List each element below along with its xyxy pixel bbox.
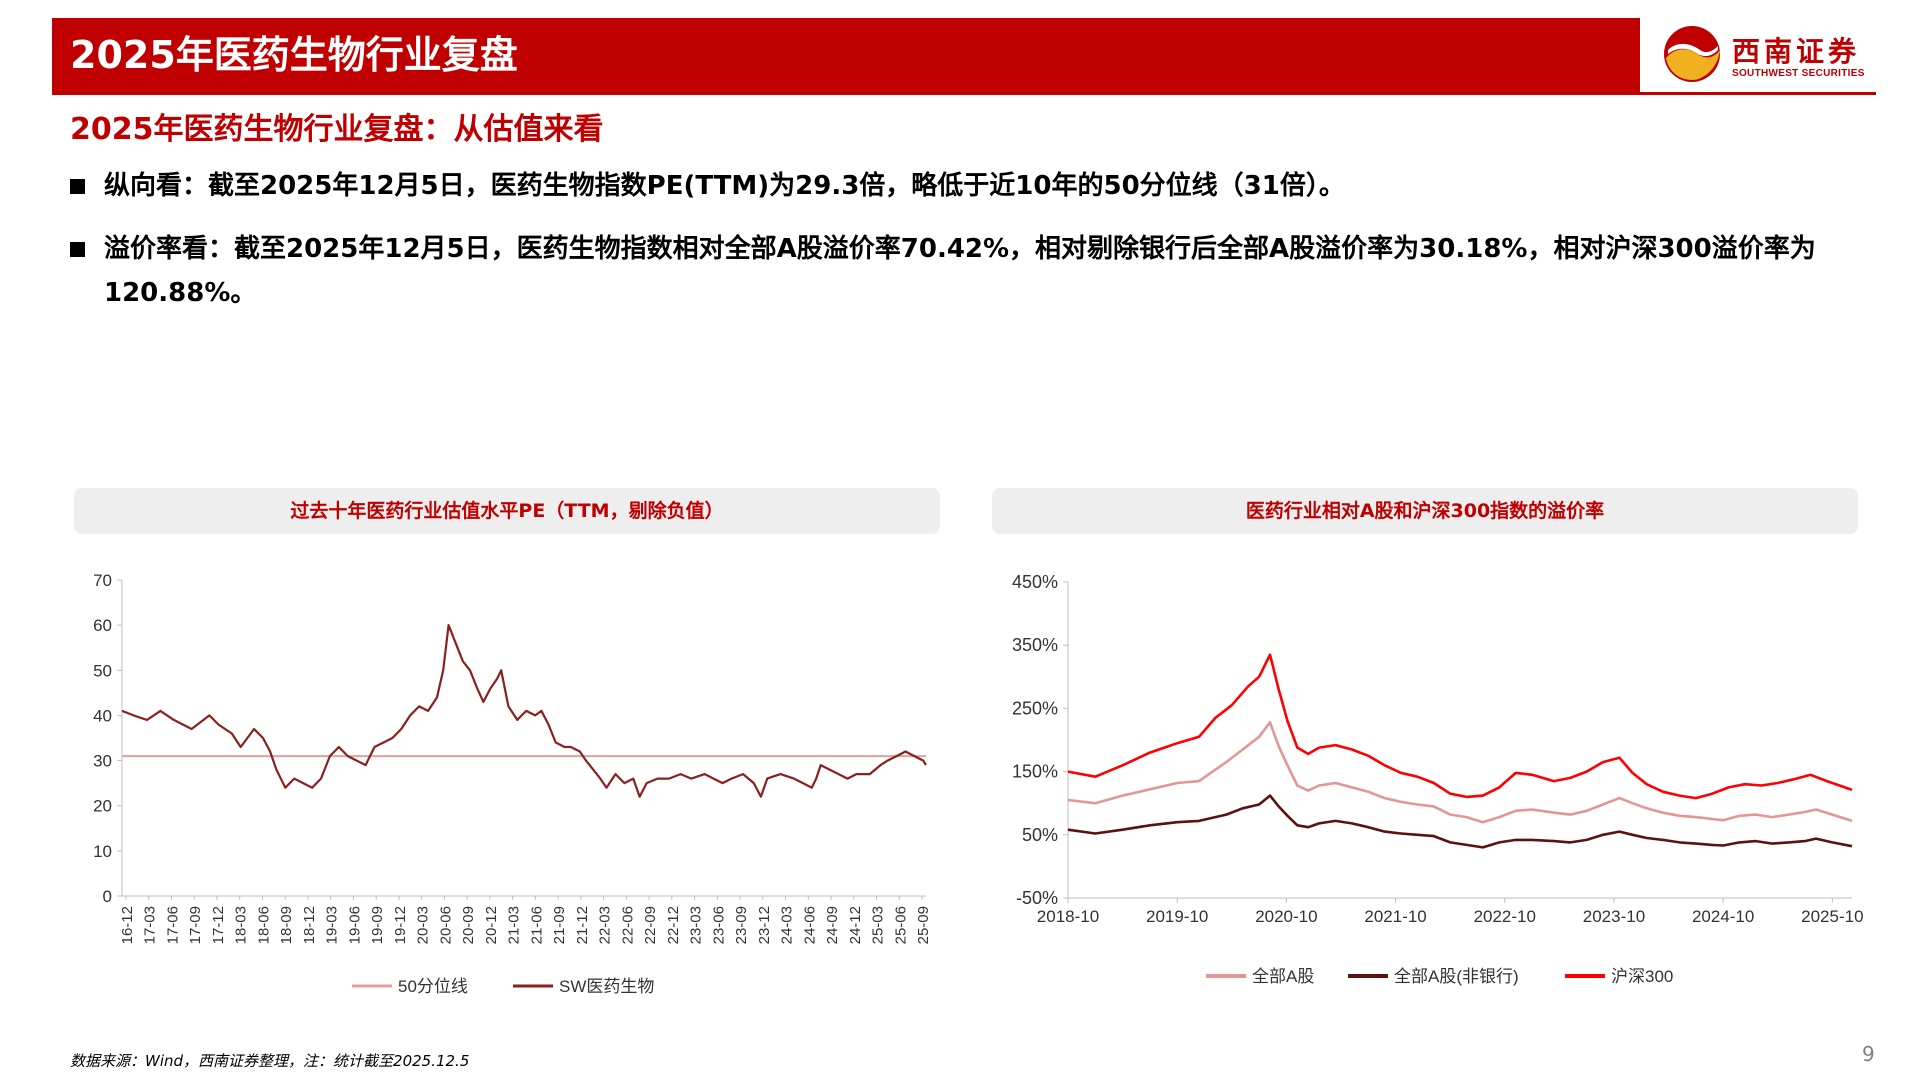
x-tick-label: 23-09: [733, 906, 750, 944]
series-line: [1067, 721, 1853, 824]
legend-label: SW医药生物: [559, 977, 654, 996]
x-tick-label: 18-09: [278, 906, 295, 944]
x-tick-label: 2025-10: [1801, 907, 1863, 926]
bullet-square-icon: [70, 179, 85, 194]
x-tick-label: 19-03: [324, 906, 341, 944]
x-tick-label: 23-03: [688, 906, 705, 944]
y-tick-label: 250%: [1012, 698, 1058, 718]
x-tick-label: 22-12: [665, 906, 682, 944]
x-tick-label: 2019-10: [1146, 907, 1208, 926]
y-tick-label: 20: [93, 797, 112, 816]
x-tick-label: 23-06: [710, 906, 727, 944]
bullet-item-vertical: 纵向看：截至2025年12月5日，医药生物指数PE(TTM)为29.3倍，略低于…: [70, 164, 1870, 208]
x-tick-label: 2020-10: [1255, 907, 1317, 926]
x-tick-label: 2021-10: [1364, 907, 1426, 926]
x-tick-label: 18-06: [255, 906, 272, 944]
y-tick-label: -50%: [1016, 888, 1058, 908]
y-tick-label: 60: [93, 616, 112, 635]
series-line: [1067, 794, 1853, 849]
x-tick-label: 17-03: [142, 906, 159, 944]
header-bar: [52, 18, 1640, 92]
x-tick-label: 17-12: [210, 906, 227, 944]
section-subtitle: 2025年医药生物行业复盘：从估值来看: [70, 112, 604, 147]
bullet-text: 纵向看：截至2025年12月5日，医药生物指数PE(TTM)为29.3倍，略低于…: [104, 171, 1345, 201]
x-tick-label: 19-06: [346, 906, 363, 944]
bullet-item-premium: 溢价率看：截至2025年12月5日，医药生物指数相对全部A股溢价率70.42%，…: [70, 227, 1870, 315]
x-tick-label: 19-12: [392, 906, 409, 944]
y-tick-label: 50%: [1022, 825, 1058, 845]
x-tick-label: 2018-10: [1037, 907, 1099, 926]
y-tick-label: 350%: [1012, 635, 1058, 655]
y-tick-label: 450%: [1012, 572, 1058, 592]
x-tick-label: 24-12: [847, 906, 864, 944]
x-tick-label: 20-09: [460, 906, 477, 944]
x-tick-label: 20-03: [415, 906, 432, 944]
x-tick-label: 22-03: [597, 906, 614, 944]
bullet-text: 溢价率看：截至2025年12月5日，医药生物指数相对全部A股溢价率70.42%，…: [104, 234, 1816, 308]
x-tick-label: 18-12: [301, 906, 318, 944]
page-number: 9: [1862, 1042, 1875, 1066]
legend-label: 50分位线: [398, 977, 468, 996]
x-tick-label: 24-06: [801, 906, 818, 944]
logo-emblem-icon: [1664, 26, 1720, 82]
x-tick-label: 21-09: [551, 906, 568, 944]
legend-label: 全部A股: [1252, 967, 1314, 986]
header-underline: [52, 92, 1876, 95]
x-tick-label: 23-12: [756, 906, 773, 944]
legend-label: 沪深300: [1611, 967, 1673, 986]
x-tick-label: 20-06: [437, 906, 454, 944]
y-tick-label: 70: [93, 571, 112, 590]
x-tick-label: 2024-10: [1692, 907, 1754, 926]
series-line: [1067, 653, 1853, 800]
bullet-square-icon: [70, 242, 85, 257]
x-tick-label: 18-03: [233, 906, 250, 944]
page-title: 2025年医药生物行业复盘: [70, 33, 518, 77]
x-tick-label: 2023-10: [1583, 907, 1645, 926]
legend-label: 全部A股(非银行): [1394, 967, 1519, 986]
y-tick-label: 150%: [1012, 762, 1058, 782]
x-tick-label: 17-06: [164, 906, 181, 944]
x-tick-label: 25-06: [892, 906, 909, 944]
y-tick-label: 40: [93, 706, 112, 725]
x-tick-label: 25-09: [915, 906, 932, 944]
pe-line-chart: 0 10 20 30 40 50 60 70 16-12 17-03 17-06 17-09 17-12…: [93, 571, 932, 996]
x-tick-label: 24-03: [779, 906, 796, 944]
y-tick-label: 50: [93, 661, 112, 680]
x-tick-label: 25-03: [870, 906, 887, 944]
chart-title-pe: 过去十年医药行业估值水平PE（TTM，剔除负值）: [74, 488, 940, 534]
x-tick-label: 24-09: [824, 906, 841, 944]
x-tick-label: 17-09: [187, 906, 204, 944]
x-tick-label: 16-12: [119, 906, 136, 944]
x-tick-label: 2022-10: [1474, 907, 1536, 926]
y-tick-label: 0: [103, 887, 112, 906]
x-tick-label: 22-09: [642, 906, 659, 944]
y-tick-label: 30: [93, 752, 112, 771]
chart-title-premium: 医药行业相对A股和沪深300指数的溢价率: [992, 488, 1858, 534]
x-tick-label: 20-12: [483, 906, 500, 944]
footer-source-note: 数据来源：Wind，西南证券整理，注：统计截至2025.12.5: [70, 1052, 470, 1070]
x-tick-label: 21-06: [528, 906, 545, 944]
x-tick-label: 19-09: [369, 906, 386, 944]
series-line: [121, 624, 927, 798]
x-tick-label: 21-12: [574, 906, 591, 944]
y-tick-label: 10: [93, 842, 112, 861]
x-tick-label: 22-06: [619, 906, 636, 944]
x-tick-label: 21-03: [506, 906, 523, 944]
company-logo: 西南证券 SOUTHWEST SECURITIES: [1640, 18, 1876, 92]
logo-text-cn: 西南证券: [1732, 35, 1861, 68]
premium-line-chart: -50% 50% 150% 250% 350% 450% 2018-10 2019-10 202…: [1012, 572, 1864, 986]
logo-text-en: SOUTHWEST SECURITIES: [1732, 68, 1865, 79]
